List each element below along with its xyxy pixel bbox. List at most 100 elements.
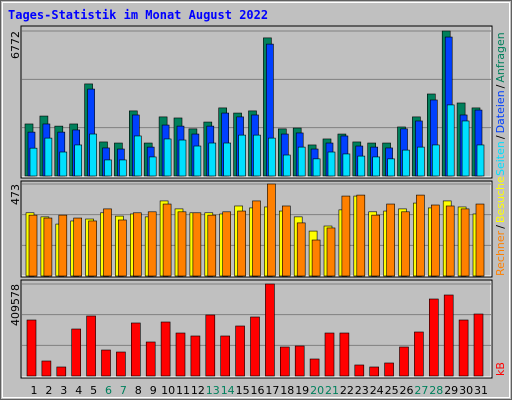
- x-tick-label: 16: [251, 384, 265, 397]
- x-tick-label: 6: [105, 384, 112, 397]
- x-tick-label: 27: [414, 384, 428, 397]
- x-tick-label: 20: [310, 384, 324, 397]
- bar: [190, 335, 201, 377]
- x-tick-label: 22: [340, 384, 354, 397]
- bar: [341, 195, 351, 277]
- bar: [250, 316, 260, 377]
- bar: [476, 144, 485, 177]
- bar: [342, 153, 351, 177]
- bar: [354, 364, 365, 377]
- bar: [267, 183, 276, 277]
- bar: [399, 346, 409, 377]
- bar: [193, 145, 202, 177]
- legend-entry: Seiten: [494, 141, 507, 176]
- bar: [279, 346, 290, 377]
- x-tick-label: 9: [150, 384, 157, 397]
- bar: [445, 205, 455, 277]
- legend-entry: Rechner: [494, 230, 507, 276]
- bar: [458, 319, 469, 377]
- bar: [311, 239, 321, 277]
- x-tick-label: 21: [325, 384, 339, 397]
- bar: [89, 133, 97, 177]
- bar: [460, 208, 470, 277]
- bar: [116, 351, 126, 377]
- bar: [238, 134, 246, 177]
- bar: [371, 214, 381, 277]
- bar: [29, 147, 38, 177]
- x-tick-label: 2: [45, 384, 52, 397]
- legend-entry: Besuche: [494, 176, 507, 223]
- bar: [431, 144, 440, 177]
- bar: [253, 134, 261, 177]
- legend: kB: [494, 362, 507, 376]
- bar: [281, 205, 291, 277]
- bar: [119, 159, 127, 177]
- y-tick-label: 409578: [9, 284, 22, 326]
- x-tick-label: 14: [221, 384, 235, 397]
- bar: [372, 156, 381, 177]
- legend: Seiten / Dateien / Anfragen: [494, 32, 507, 176]
- x-tick-label: 10: [161, 384, 175, 397]
- bar: [296, 222, 306, 277]
- bar: [324, 332, 335, 377]
- bar: [237, 210, 246, 277]
- x-tick-label: 25: [385, 384, 399, 397]
- bar: [339, 332, 350, 377]
- bar: [386, 203, 395, 277]
- bar: [59, 151, 68, 177]
- legend-entry: Dateien: [494, 90, 507, 133]
- bar: [402, 149, 410, 177]
- x-tick-label: 24: [370, 384, 384, 397]
- bar: [205, 314, 216, 377]
- bar: [430, 204, 440, 277]
- bar: [357, 155, 366, 177]
- x-tick-label: 13: [206, 384, 220, 397]
- bar: [327, 151, 336, 177]
- x-tick-label: 18: [280, 384, 294, 397]
- bar: [118, 219, 127, 277]
- bar: [178, 139, 187, 177]
- x-tick-label: 8: [135, 384, 142, 397]
- legend: Rechner/ Besuche: [494, 176, 507, 276]
- bar: [387, 158, 395, 177]
- bar: [134, 135, 142, 177]
- bar: [71, 328, 81, 377]
- bar: [74, 144, 82, 177]
- bar: [41, 360, 52, 377]
- bar: [177, 211, 187, 277]
- bar: [131, 322, 141, 377]
- legend-separator: /: [494, 84, 507, 88]
- x-tick-label: 5: [90, 384, 97, 397]
- bar: [326, 227, 336, 277]
- bar: [312, 158, 321, 177]
- bar: [101, 349, 111, 377]
- chart-title: Tages-Statistik im Monat August 2022: [8, 8, 268, 22]
- bar: [223, 142, 231, 177]
- x-tick-label: 1: [31, 384, 38, 397]
- bar: [58, 214, 68, 277]
- y-tick-label: 473: [9, 184, 22, 205]
- bar: [26, 319, 37, 377]
- bar: [192, 212, 202, 277]
- bar: [282, 154, 291, 177]
- bar: [73, 217, 82, 277]
- bar: [220, 335, 230, 377]
- x-tick-label: 7: [120, 384, 127, 397]
- legend-separator: /: [494, 225, 507, 229]
- legend-entry: Anfragen: [494, 32, 507, 82]
- bar: [369, 366, 380, 377]
- x-tick-label: 19: [295, 384, 309, 397]
- x-tick-label: 23: [355, 384, 369, 397]
- bar: [356, 194, 366, 277]
- bar: [28, 214, 38, 277]
- bar: [207, 214, 217, 277]
- bar: [416, 194, 425, 277]
- bar: [265, 283, 275, 377]
- bar: [475, 203, 485, 277]
- bar: [44, 137, 53, 177]
- legend-separator: /: [494, 135, 507, 139]
- x-tick-label: 3: [60, 384, 67, 397]
- bar: [43, 217, 53, 277]
